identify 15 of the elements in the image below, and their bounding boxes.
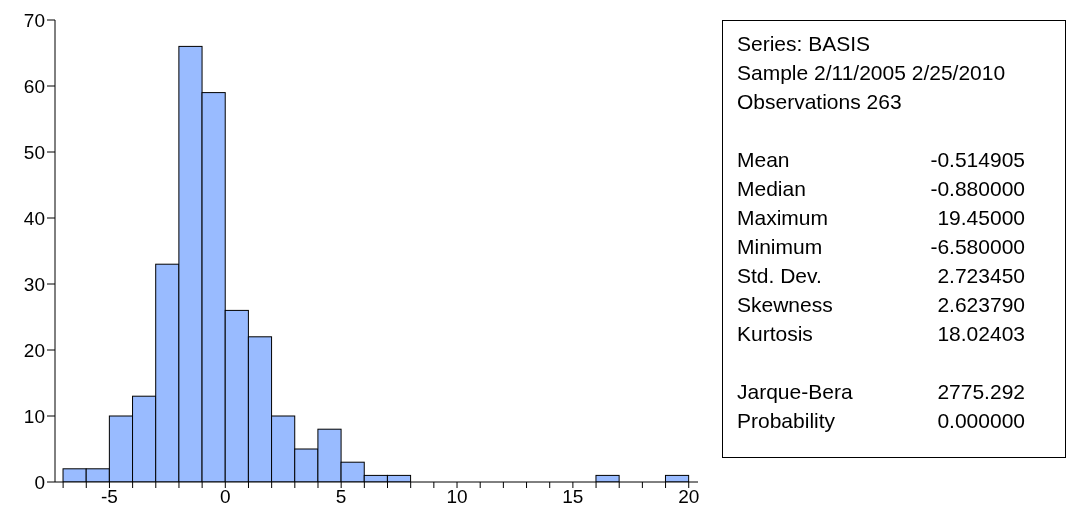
x-tick-label: -5 [101, 486, 118, 508]
y-tick-label: 50 [23, 141, 45, 163]
statistics-box: Series: BASIS Sample 2/11/2005 2/25/2010 Observations 263 Mean -0.514905 Median -0.880000 Maximum 19.45000 Minimum -6.580000 Std. Dev. 2.723450 Skewness 2.623790 Kurtosis 18.02403 Jarque-Bera 2775.292 Probability 0.000000 [722, 20, 1066, 458]
x-tick-label: 10 [446, 486, 468, 508]
y-tick-label: 60 [23, 75, 45, 97]
x-tick-label: 0 [220, 486, 231, 508]
y-tick-label: 70 [23, 9, 45, 31]
y-tick-label: 40 [23, 207, 45, 229]
x-tick-label: 5 [335, 486, 347, 508]
y-tick-label: 0 [34, 471, 45, 493]
x-tick-label: 20 [678, 486, 700, 508]
y-tick-label: 20 [23, 339, 45, 361]
x-tick-label: 15 [562, 486, 584, 508]
y-tick-label: 10 [23, 405, 45, 427]
y-tick-label: 30 [23, 273, 45, 295]
